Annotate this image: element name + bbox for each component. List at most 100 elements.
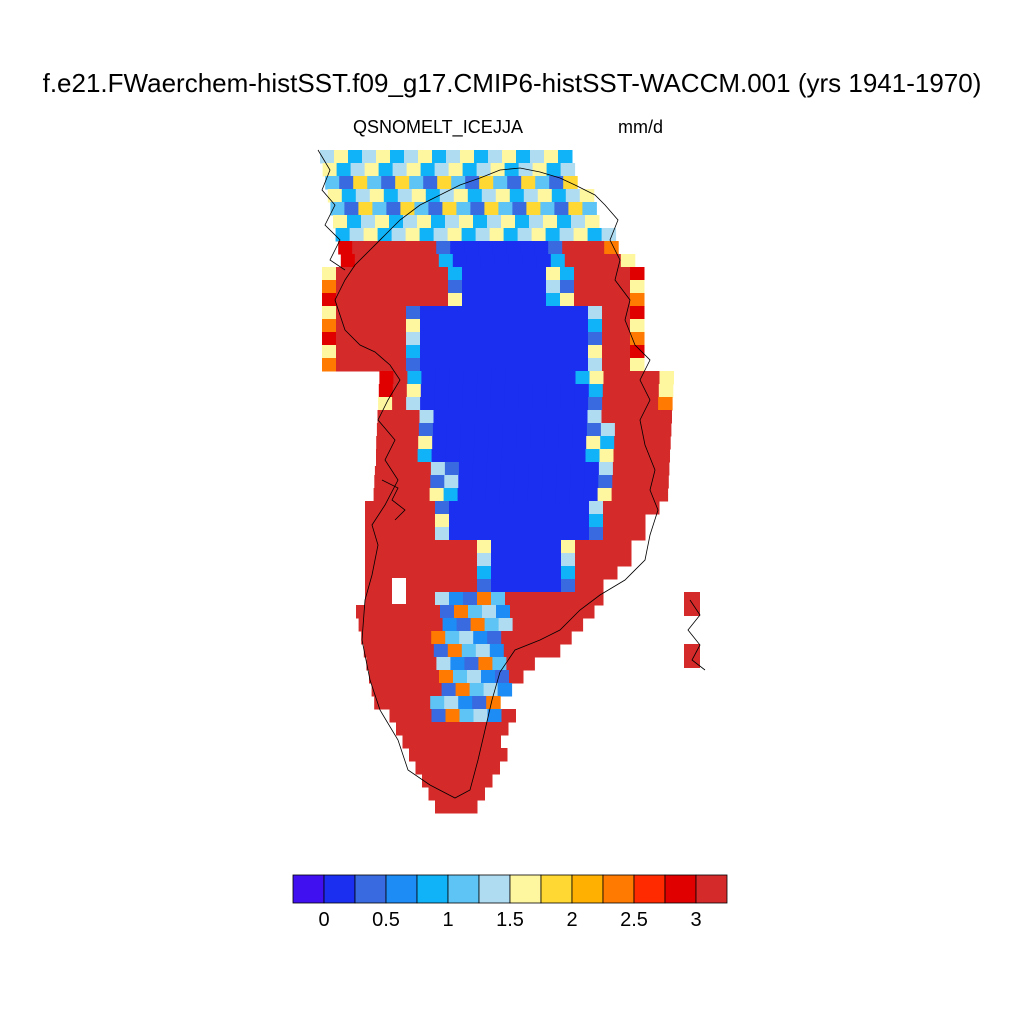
map-cell: [353, 176, 368, 190]
map-cell: [544, 150, 559, 164]
map-cell: [380, 657, 395, 671]
map-cell: [436, 657, 451, 671]
map-cell: [449, 579, 464, 593]
map-cell: [519, 501, 534, 515]
map-cell: [531, 410, 546, 424]
map-cell: [491, 527, 506, 541]
map-cell: [364, 319, 379, 333]
map-cell: [529, 215, 544, 229]
map-cell: [519, 514, 534, 528]
map-cell: [379, 371, 394, 385]
map-cell: [419, 228, 435, 242]
map-cell: [476, 163, 492, 177]
map-cell: [602, 280, 617, 294]
map-cell: [434, 163, 450, 177]
map-cell: [599, 449, 614, 463]
map-cell: [440, 605, 455, 619]
map-cell: [560, 163, 576, 177]
colorbar-tick-label: 0.5: [372, 909, 400, 931]
map-cell: [364, 280, 379, 294]
map-cell: [603, 371, 618, 385]
map-cell: [504, 332, 519, 346]
map-cell: [658, 397, 673, 411]
map-cell: [508, 254, 524, 268]
map-cell: [378, 358, 393, 372]
map-cell: [575, 501, 590, 515]
map-cell: [603, 566, 618, 580]
map-cell: [448, 293, 463, 307]
map-cell: [463, 579, 478, 593]
map-cell: [364, 332, 379, 346]
map-cell: [617, 501, 632, 515]
map-cell: [428, 202, 443, 216]
map-cell: [612, 462, 628, 476]
map-cell: [322, 319, 337, 333]
map-cell: [547, 579, 562, 593]
map-cell: [630, 280, 645, 294]
map-cell: [462, 280, 477, 294]
map-cell: [597, 488, 613, 502]
map-cell: [463, 553, 478, 567]
map-cell: [477, 592, 492, 606]
map-cell: [574, 345, 589, 359]
map-cell: [561, 371, 576, 385]
map-cell: [435, 527, 450, 541]
map-cell: [644, 397, 659, 411]
map-cell: [379, 514, 394, 528]
map-cell: [364, 293, 379, 307]
map-cell: [444, 462, 460, 476]
map-cell: [616, 267, 631, 281]
map-cell: [642, 423, 658, 437]
map-cell: [603, 514, 618, 528]
map-cell: [395, 176, 410, 190]
map-cell: [462, 163, 478, 177]
map-cell: [336, 345, 351, 359]
map-cell: [415, 761, 430, 775]
map-cell: [378, 267, 393, 281]
map-cell: [658, 384, 674, 398]
map-cell: [434, 397, 449, 411]
map-cell: [606, 254, 622, 268]
map-cell: [589, 514, 604, 528]
map-cell: [397, 189, 413, 203]
map-cell: [488, 436, 503, 450]
map-cell: [431, 449, 447, 463]
map-cell: [487, 631, 502, 645]
colorbar-box: [385, 874, 418, 904]
map-cell: [434, 319, 449, 333]
map-cell: [540, 202, 555, 216]
map-cell: [500, 475, 515, 489]
map-cell: [505, 527, 520, 541]
map-cell: [640, 462, 656, 476]
map-cell: [586, 436, 601, 450]
map-cell: [505, 540, 520, 554]
map-cell: [626, 462, 642, 476]
map-cell: [590, 241, 605, 255]
map-cell: [458, 696, 473, 710]
map-cell: [449, 527, 464, 541]
map-cell: [555, 488, 571, 502]
map-cell: [433, 228, 449, 242]
map-cell: [584, 462, 600, 476]
map-cell: [362, 150, 377, 164]
map-cell: [478, 774, 493, 788]
map-cell: [516, 436, 531, 450]
map-cell: [389, 631, 404, 645]
map-cell: [547, 501, 562, 515]
map-cell: [561, 527, 576, 541]
colorbar-box: [478, 874, 511, 904]
map-cell: [533, 540, 548, 554]
map-cell: [505, 553, 520, 567]
map-cell: [378, 384, 394, 398]
map-cell: [375, 215, 390, 229]
map-cell: [425, 670, 440, 684]
map-cell: [376, 423, 392, 437]
map-cell: [532, 293, 547, 307]
map-cell: [421, 566, 436, 580]
map-cell: [350, 319, 365, 333]
colorbar-boxes: [292, 874, 728, 904]
map-cell: [529, 631, 544, 645]
map-cell: [547, 566, 562, 580]
map-cell: [561, 553, 576, 567]
map-cell: [370, 605, 385, 619]
